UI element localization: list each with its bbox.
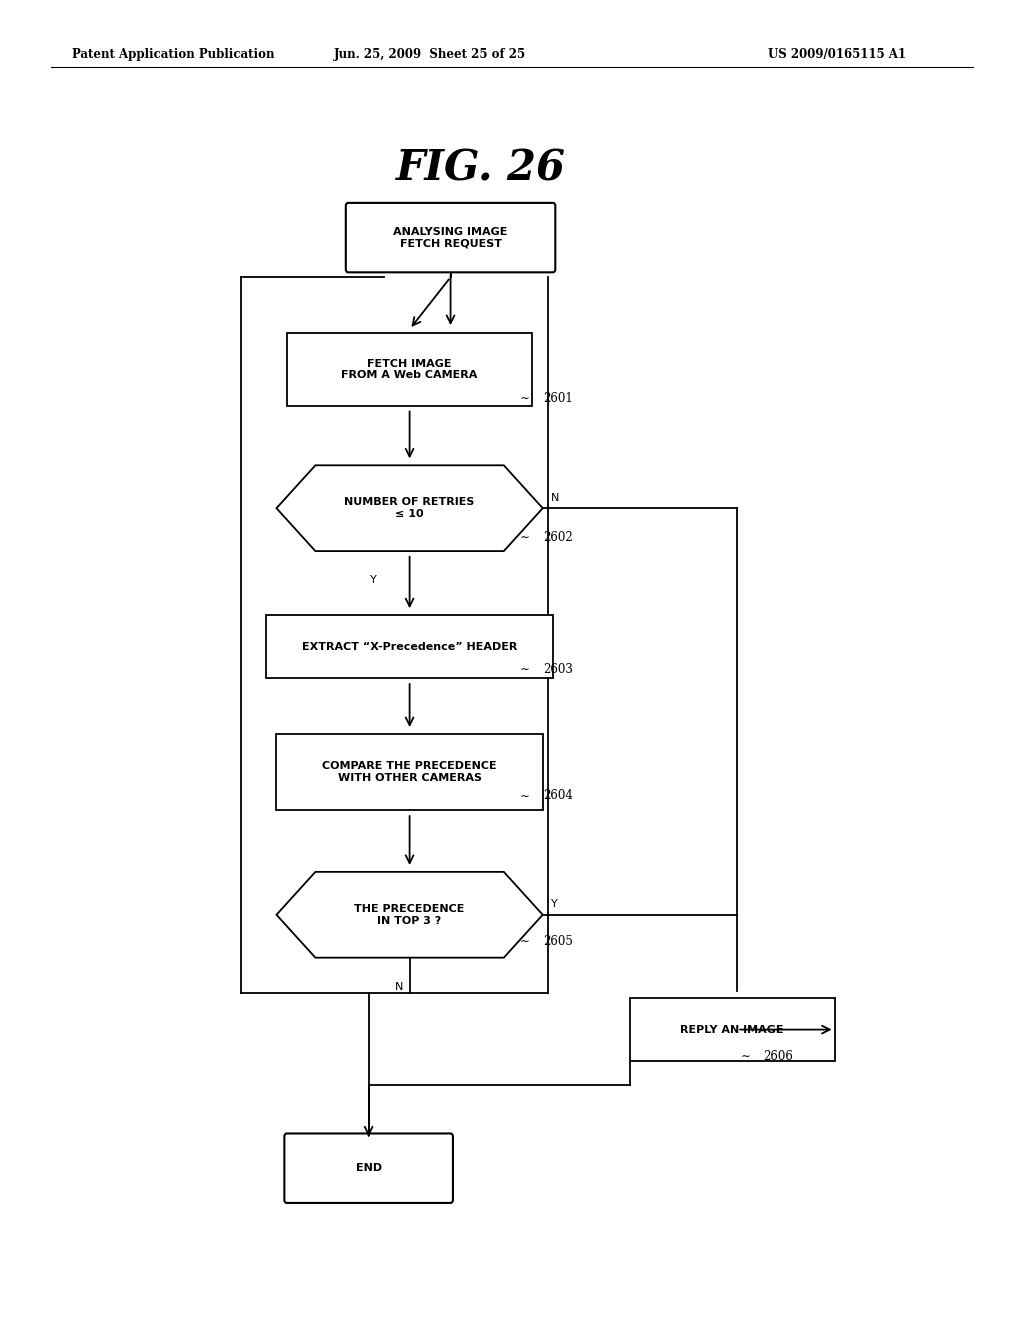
FancyBboxPatch shape — [346, 203, 555, 272]
Text: FIG. 26: FIG. 26 — [396, 148, 566, 190]
Text: 2605: 2605 — [543, 935, 572, 948]
Text: N: N — [395, 982, 403, 991]
Text: 2601: 2601 — [543, 392, 572, 405]
Text: US 2009/0165115 A1: US 2009/0165115 A1 — [768, 48, 906, 61]
Text: 2603: 2603 — [543, 663, 572, 676]
Text: ∼: ∼ — [520, 531, 530, 544]
Text: REPLY AN IMAGE: REPLY AN IMAGE — [680, 1024, 784, 1035]
Text: ∼: ∼ — [520, 392, 530, 405]
Text: ANALYSING IMAGE
FETCH REQUEST: ANALYSING IMAGE FETCH REQUEST — [393, 227, 508, 248]
Bar — [276, 734, 543, 810]
Text: Y: Y — [551, 899, 558, 909]
Text: 2602: 2602 — [543, 531, 572, 544]
Text: ∼: ∼ — [520, 789, 530, 803]
Polygon shape — [276, 466, 543, 552]
Text: THE PRECEDENCE
IN TOP 3 ?: THE PRECEDENCE IN TOP 3 ? — [354, 904, 465, 925]
Text: N: N — [551, 492, 559, 503]
Bar — [287, 333, 532, 407]
Text: ∼: ∼ — [740, 1049, 751, 1063]
Text: Jun. 25, 2009  Sheet 25 of 25: Jun. 25, 2009 Sheet 25 of 25 — [334, 48, 526, 61]
Text: 2604: 2604 — [543, 789, 572, 803]
FancyBboxPatch shape — [285, 1134, 453, 1203]
Text: Patent Application Publication: Patent Application Publication — [72, 48, 274, 61]
Text: END: END — [355, 1163, 382, 1173]
Polygon shape — [276, 871, 543, 958]
Text: ∼: ∼ — [520, 935, 530, 948]
Text: 2606: 2606 — [763, 1049, 793, 1063]
Text: COMPARE THE PRECEDENCE
WITH OTHER CAMERAS: COMPARE THE PRECEDENCE WITH OTHER CAMERA… — [323, 762, 497, 783]
Bar — [266, 615, 553, 678]
Text: ∼: ∼ — [520, 663, 530, 676]
Text: FETCH IMAGE
FROM A Web CAMERA: FETCH IMAGE FROM A Web CAMERA — [341, 359, 478, 380]
Text: NUMBER OF RETRIES
≤ 10: NUMBER OF RETRIES ≤ 10 — [344, 498, 475, 519]
Text: Y: Y — [371, 576, 377, 585]
Text: EXTRACT “X-Precedence” HEADER: EXTRACT “X-Precedence” HEADER — [302, 642, 517, 652]
Bar — [630, 998, 835, 1061]
